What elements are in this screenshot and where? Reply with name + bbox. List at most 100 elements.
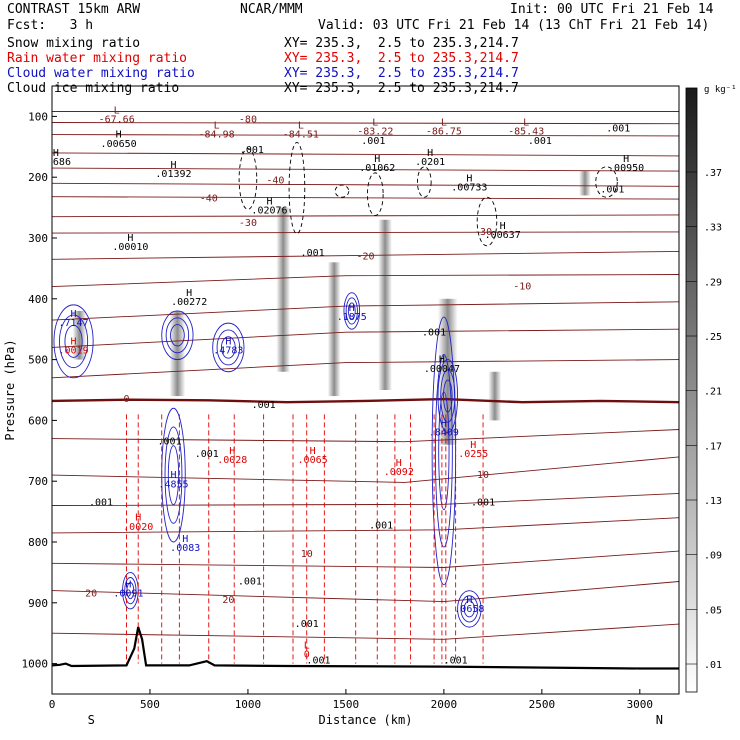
contour-value-label: .001 [195, 449, 219, 460]
colorbar-label: .29 [704, 277, 722, 288]
snow-high-marker: H [466, 173, 472, 184]
temperature-low-marker: L [372, 118, 378, 129]
cloud-water-contour [345, 297, 358, 325]
cloud-water-contour [124, 577, 137, 605]
contour-value-label: .001 [528, 136, 552, 147]
x-tick-label: 1000 [235, 698, 262, 711]
field-rain-name: Rain water mixing ratio [7, 51, 188, 66]
isotherm-value-label: 10 [477, 470, 489, 481]
cloud-water-high-value: .0091 [113, 589, 143, 600]
cloud-water-high-marker: H [225, 336, 231, 347]
snow-high-marker: H [266, 197, 272, 208]
rain-extreme-marker: H [71, 336, 77, 347]
cloud-water-contour [164, 426, 183, 524]
snow-shading-band [72, 310, 87, 360]
snow-shading-band [169, 310, 186, 397]
y-tick-label: 900 [28, 597, 48, 610]
cloud-water-contour [457, 590, 482, 628]
temperature-isotherm [52, 301, 679, 321]
rain-extreme-value: .0255 [458, 449, 488, 460]
cloud-water-high-value: .4855 [158, 479, 188, 490]
isotherm-value-label: -30 [474, 227, 492, 238]
temperature-isotherm [52, 122, 679, 125]
cloud-water-high-marker: H [170, 470, 176, 481]
field-cloud-water-name: Cloud water mixing ratio [7, 66, 195, 81]
field-snow-xy: XY= 235.3, 2.5 to 235.3,214.7 [284, 36, 519, 51]
x-tick-label: 1500 [333, 698, 360, 711]
snow-high-marker: H [116, 130, 122, 141]
temperature-isotherm [52, 152, 679, 157]
temperature-low-marker: L [298, 121, 304, 132]
snow-high-value: .0201 [415, 157, 445, 168]
contour-value-label: .001 [471, 498, 495, 509]
plot-frame [51, 85, 680, 695]
isotherm-value-label: 10 [301, 549, 313, 560]
temperature-isotherm [52, 214, 679, 218]
freezing-level-line [52, 397, 679, 404]
snow-high-marker: H [623, 154, 629, 165]
isotherm-value-label: -80 [239, 114, 257, 125]
x-tick-label: 2000 [431, 698, 458, 711]
contour-value-label: .001 [301, 248, 325, 259]
rain-extreme-value: 0 [304, 650, 310, 661]
y-tick-label: 700 [28, 475, 48, 488]
temperature-isotherm [52, 429, 679, 443]
contour-value-label: .001 [600, 184, 624, 195]
isotherm-value-label: 20 [222, 595, 234, 606]
snow-shading-band [437, 298, 458, 445]
temperature-isotherm [52, 581, 679, 603]
rain-extreme-marker: L [304, 640, 310, 651]
rain-extreme-value: .0092 [384, 467, 414, 478]
temperature-isotherm [52, 517, 679, 534]
temperature-low-value: -84.51 [283, 130, 319, 141]
cloud-water-contour [212, 322, 245, 373]
colorbar-label: .01 [704, 660, 722, 671]
temperature-isotherm [52, 196, 679, 200]
rain-extreme-value: .0020 [123, 522, 153, 533]
snow-high-value: .00950 [608, 163, 644, 174]
cloud-water-high-marker: H [466, 595, 472, 606]
colorbar-label: .33 [704, 223, 722, 234]
rain-extreme-value: .0028 [217, 455, 247, 466]
x-tick-label: 0 [49, 698, 56, 711]
contour-value-label: .001 [444, 656, 468, 667]
snow-shading-band [378, 219, 392, 390]
contour-value-label: .001 [361, 136, 385, 147]
rain-extreme-marker: H [470, 440, 476, 451]
temperature-low-value: -83.22 [357, 127, 393, 138]
cloud-water-high-value: .1875 [337, 312, 367, 323]
org-label: NCAR/MMM [240, 2, 303, 17]
field-cloud-ice-name: Cloud ice mixing ratio [7, 81, 180, 96]
contour-value-label: .001 [158, 437, 182, 448]
x-end-label-north: N [656, 713, 663, 727]
snow-high-value: .00733 [451, 183, 487, 194]
snow-shading-band [579, 171, 591, 196]
snow-high-value: .02076 [251, 206, 287, 217]
field-snow-name: Snow mixing ratio [7, 36, 141, 51]
snow-contour [416, 166, 432, 198]
snow-high-marker: H [427, 148, 433, 159]
temperature-low-value: -85.43 [508, 127, 544, 138]
snow-high-value: .0686 [41, 157, 71, 168]
cloud-water-contour [126, 582, 135, 600]
cloud-water-high-value: .4783 [213, 346, 243, 357]
x-axis-title: Distance (km) [319, 713, 413, 727]
temperature-low-value: -67.66 [99, 114, 135, 125]
isotherm-value-label: -40 [200, 194, 218, 205]
snow-high-marker: H [186, 288, 192, 299]
snow-high-marker: H [374, 154, 380, 165]
x-tick-label: 3000 [627, 698, 654, 711]
temperature-isotherm [52, 550, 679, 568]
cloud-water-high-marker: H [349, 303, 355, 314]
snow-contour [288, 142, 306, 235]
cloud-water-contour [64, 324, 83, 358]
cloud-water-contour [440, 369, 456, 423]
cloud-water-contour [170, 324, 185, 347]
cloud-water-high-marker: H [125, 580, 131, 591]
temperature-isotherm [52, 328, 679, 348]
temperature-isotherm [52, 231, 679, 234]
cloud-water-contour [434, 354, 453, 548]
cloud-water-contour [343, 292, 361, 330]
